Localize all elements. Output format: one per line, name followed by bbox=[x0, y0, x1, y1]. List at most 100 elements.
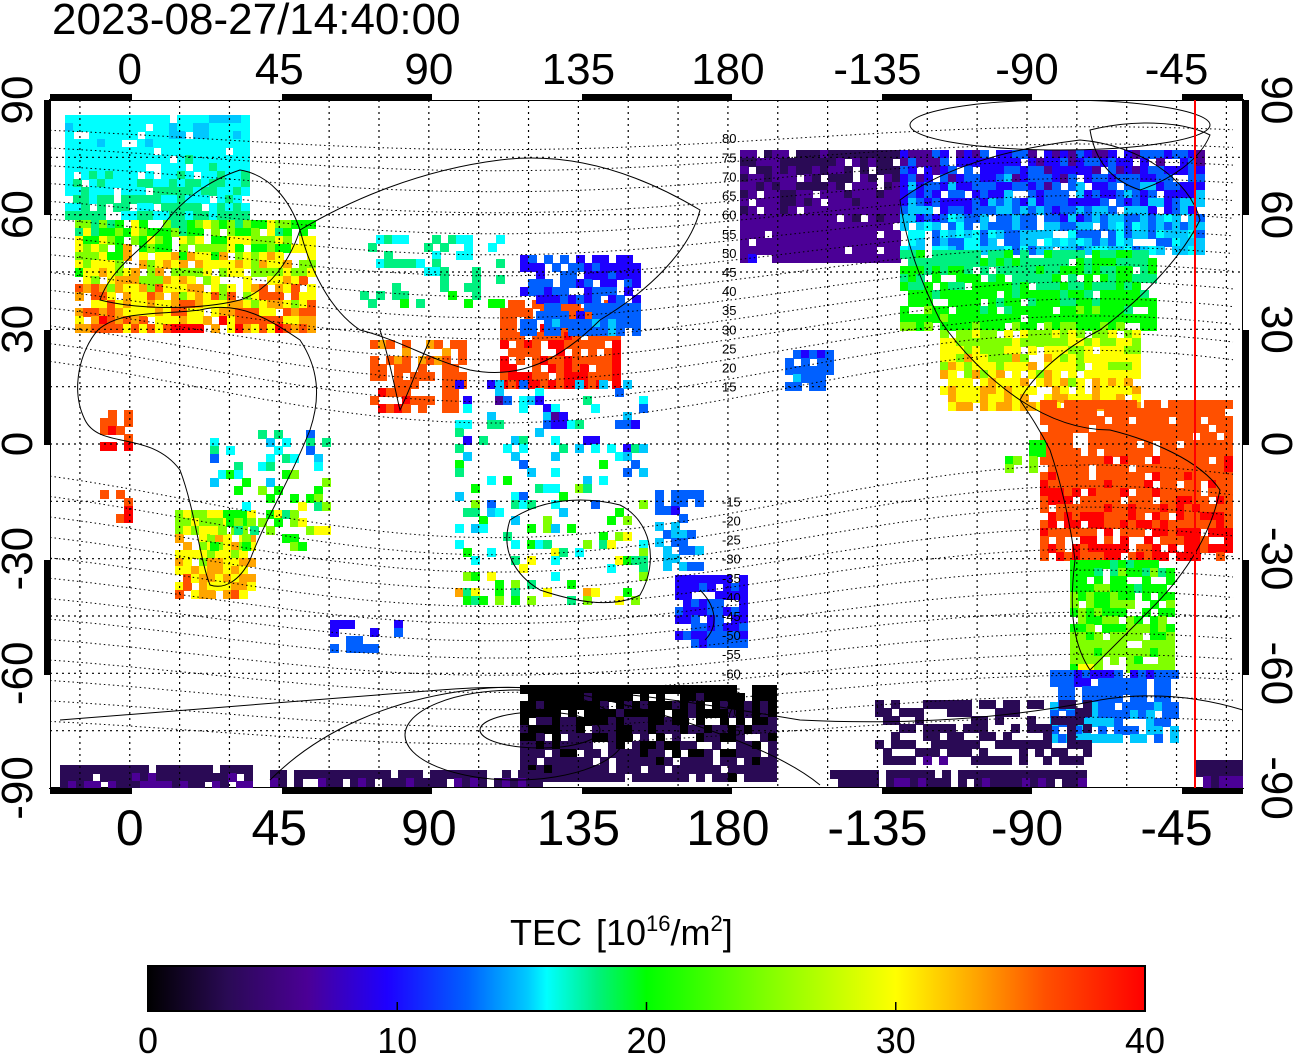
tec-cell bbox=[688, 693, 697, 702]
tec-cell bbox=[163, 276, 172, 285]
tec-cell bbox=[368, 299, 377, 308]
tec-cell bbox=[1140, 166, 1149, 175]
tec-cell bbox=[1048, 544, 1057, 553]
tec-cell bbox=[995, 716, 1004, 725]
tec-cell bbox=[672, 725, 681, 734]
tec-cell bbox=[931, 724, 940, 733]
tec-cell bbox=[715, 575, 724, 584]
tec-cell bbox=[1060, 258, 1069, 267]
tec-cell bbox=[65, 155, 74, 164]
tec-cell bbox=[608, 709, 617, 718]
tec-cell bbox=[956, 362, 965, 371]
tec-cell bbox=[1168, 432, 1177, 441]
tec-cell bbox=[1142, 608, 1151, 617]
tec-cell bbox=[528, 319, 537, 328]
tec-cell bbox=[131, 220, 140, 229]
tec-cell bbox=[227, 260, 236, 269]
tec-cell bbox=[996, 338, 1005, 347]
tec-cell bbox=[1068, 290, 1077, 299]
tec-cell bbox=[1068, 230, 1077, 239]
tec-cell bbox=[739, 623, 748, 632]
tec-cell bbox=[1160, 496, 1169, 505]
tec-cell bbox=[243, 324, 252, 333]
tec-cell bbox=[1048, 496, 1057, 505]
tec-cell bbox=[508, 332, 517, 341]
tec-cell bbox=[1126, 560, 1135, 569]
tec-cell bbox=[259, 252, 268, 261]
tec-cell bbox=[1014, 770, 1023, 779]
tec-cell bbox=[275, 244, 284, 253]
tec-cell bbox=[462, 770, 471, 779]
tec-cell bbox=[688, 701, 697, 710]
tec-cell bbox=[966, 770, 975, 779]
tec-cell bbox=[318, 778, 327, 787]
tec-cell bbox=[1158, 568, 1167, 577]
tec-cell bbox=[956, 290, 965, 299]
tec-cell bbox=[91, 220, 100, 229]
tec-cell bbox=[1060, 314, 1069, 323]
tec-cell bbox=[209, 139, 218, 148]
tec-cell bbox=[448, 291, 457, 300]
tec-cell bbox=[1224, 424, 1233, 433]
tec-cell bbox=[699, 623, 708, 632]
tec-cell bbox=[963, 708, 972, 717]
tec-cell bbox=[772, 254, 781, 263]
tec-cell bbox=[720, 773, 729, 782]
tec-cell bbox=[812, 158, 821, 167]
tec-cell bbox=[1160, 520, 1169, 529]
tec-cell bbox=[203, 300, 212, 309]
tec-cell bbox=[470, 778, 479, 787]
tec-cell bbox=[266, 494, 275, 503]
tec-cell bbox=[519, 436, 528, 445]
tec-cell bbox=[1112, 448, 1121, 457]
tec-cell bbox=[680, 757, 689, 766]
tec-cell bbox=[210, 478, 219, 487]
tec-cell bbox=[495, 588, 504, 597]
tec-cell bbox=[177, 123, 186, 132]
tec-cell bbox=[137, 163, 146, 172]
tec-cell bbox=[1112, 464, 1121, 473]
tec-cell bbox=[544, 303, 553, 312]
tec-cell bbox=[1150, 600, 1159, 609]
tec-cell bbox=[228, 773, 237, 782]
tec-cell bbox=[615, 556, 624, 565]
tec-cell bbox=[1088, 536, 1097, 545]
tec-cell bbox=[1134, 568, 1143, 577]
tec-cell bbox=[1040, 400, 1049, 409]
tec-cell bbox=[283, 220, 292, 229]
tec-cell bbox=[199, 574, 208, 583]
tec-cell bbox=[940, 314, 949, 323]
tec-cell bbox=[212, 773, 221, 782]
bottom-longitude-ticks: 0 45 90 135 180 -135 -90 -45 bbox=[116, 800, 1213, 856]
tec-cell bbox=[155, 284, 164, 293]
tec-cell bbox=[81, 171, 90, 180]
tec-cell bbox=[820, 222, 829, 231]
maglat-label: -70 bbox=[722, 705, 741, 720]
tec-cell bbox=[1072, 488, 1081, 497]
tec-cell bbox=[177, 211, 186, 220]
tec-cell bbox=[740, 246, 749, 255]
tec-cell bbox=[817, 382, 826, 391]
maglat-label: 20 bbox=[722, 361, 736, 376]
tec-cell bbox=[394, 356, 403, 365]
maglat-label: 30 bbox=[722, 322, 736, 337]
tec-cell bbox=[616, 709, 625, 718]
tec-cell bbox=[672, 717, 681, 726]
tec-cell bbox=[788, 182, 797, 191]
tec-cell bbox=[471, 596, 480, 605]
tec-cell bbox=[1124, 206, 1133, 215]
tec-cell bbox=[836, 150, 845, 159]
tec-cell bbox=[1152, 408, 1161, 417]
tec-cell bbox=[591, 404, 600, 413]
tec-cell bbox=[1142, 592, 1151, 601]
tec-cell bbox=[1158, 616, 1167, 625]
tec-cell bbox=[1172, 182, 1181, 191]
tec-cell bbox=[1118, 592, 1127, 601]
tec-cell bbox=[378, 404, 387, 413]
tec-cell bbox=[964, 298, 973, 307]
tec-cell bbox=[1048, 472, 1057, 481]
tec-cell bbox=[1072, 448, 1081, 457]
tec-cell bbox=[1184, 440, 1193, 449]
tec-cell bbox=[564, 340, 573, 349]
tec-cell bbox=[1196, 158, 1205, 167]
